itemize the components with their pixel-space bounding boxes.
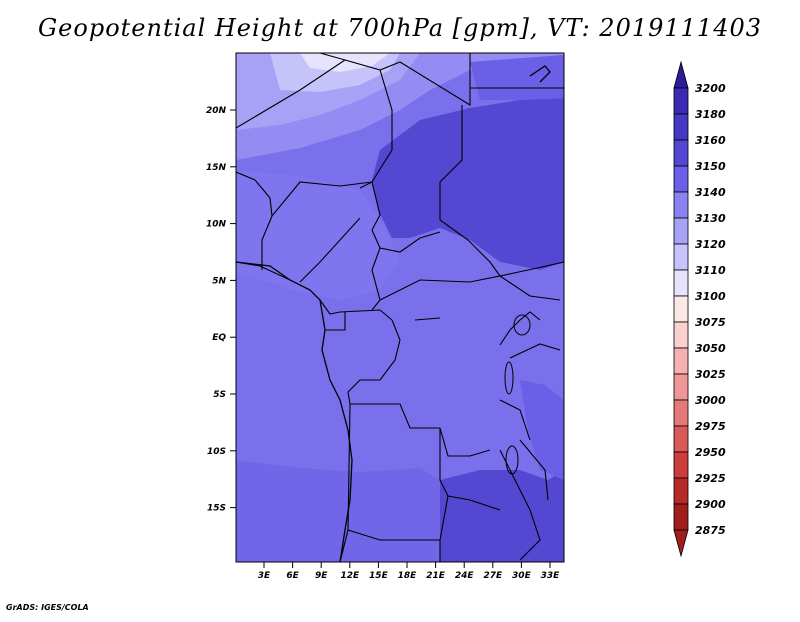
colorbar-label: 2875 <box>695 524 726 537</box>
lakes <box>414 314 531 475</box>
colorbar-segment <box>673 269 689 297</box>
colorbar-label: 3130 <box>695 212 726 225</box>
colorbar-label: 3200 <box>695 82 726 95</box>
country-borders <box>236 53 564 562</box>
colorbar-segment <box>673 321 689 349</box>
height-field <box>236 53 564 562</box>
lon-tick-label: 30E <box>512 571 532 581</box>
colorbar-segment <box>673 243 689 271</box>
colorbar-label: 3160 <box>695 134 726 147</box>
colorbar-label: 3000 <box>695 394 726 407</box>
colorbar-bottom-arrow <box>673 529 689 558</box>
lat-tick-label: 20N <box>206 106 227 116</box>
map-title: Geopotential Height at 700hPa [gpm], VT:… <box>38 14 762 42</box>
colorbar-segment <box>673 425 689 453</box>
colorbar-segment <box>673 451 689 479</box>
colorbar-label: 3180 <box>695 108 726 121</box>
lat-tick-label: 10N <box>206 220 227 230</box>
colorbar-segment <box>673 399 689 427</box>
colorbar-segment <box>673 113 689 141</box>
colorbar-label: 3120 <box>695 238 726 251</box>
lon-tick-label: 3E <box>258 571 271 581</box>
colorbar-segment <box>673 165 689 193</box>
colorbar-segment <box>673 373 689 401</box>
colorbar: 3200 3180 3160 3150 3140 3130 3120 3110 3100 3075… <box>673 60 726 558</box>
colorbar-label: 3100 <box>695 290 726 303</box>
colorbar-segment <box>673 139 689 167</box>
colorbar-top-arrow <box>673 60 689 89</box>
lon-tick-label: 33E <box>541 571 561 581</box>
colorbar-label: 2975 <box>695 420 726 433</box>
lon-tick-label: 18E <box>398 571 418 581</box>
colorbar-label: 3140 <box>695 186 726 199</box>
lon-tick-label: 9E <box>315 571 328 581</box>
lat-tick-label: 10S <box>207 447 226 457</box>
colorbar-label: 2900 <box>695 498 726 511</box>
colorbar-segment <box>673 87 689 115</box>
coastline <box>236 65 551 562</box>
lon-tick-label: 12E <box>340 571 360 581</box>
colorbar-segment <box>673 503 689 531</box>
colorbar-segment <box>673 347 689 375</box>
colorbar-label: 2950 <box>695 446 726 459</box>
grads-credit: GrADS: IGES/COLA <box>6 603 89 612</box>
lon-tick-label: 15E <box>369 571 389 581</box>
lon-tick-label: 6E <box>286 571 299 581</box>
colorbar-label: 3050 <box>695 342 726 355</box>
lat-tick-label: 15N <box>206 163 227 173</box>
colorbar-label: 2925 <box>695 472 726 485</box>
colorbar-label: 3025 <box>695 368 726 381</box>
lat-tick-label: EQ <box>212 333 226 343</box>
colorbar-segment <box>673 295 689 323</box>
latitude-axis: 20N 15N 10N 5N EQ 5S 10S 15S <box>206 106 236 514</box>
colorbar-segment <box>673 217 689 245</box>
colorbar-label: 3150 <box>695 160 726 173</box>
lat-tick-label: 5N <box>212 276 226 286</box>
longitude-axis: 3E 6E 9E 12E 15E 18E 21E 24E 27E 30E 33E <box>258 562 560 581</box>
colorbar-label: 3110 <box>695 264 726 277</box>
lat-tick-label: 15S <box>207 504 226 514</box>
colorbar-segment <box>673 477 689 505</box>
map-frame <box>235 52 565 563</box>
lat-tick-label: 5S <box>213 390 226 400</box>
colorbar-label: 3075 <box>695 316 726 329</box>
lon-tick-label: 21E <box>426 571 446 581</box>
colorbar-segment <box>673 191 689 219</box>
lon-tick-label: 27E <box>483 571 503 581</box>
lon-tick-label: 24E <box>455 571 475 581</box>
